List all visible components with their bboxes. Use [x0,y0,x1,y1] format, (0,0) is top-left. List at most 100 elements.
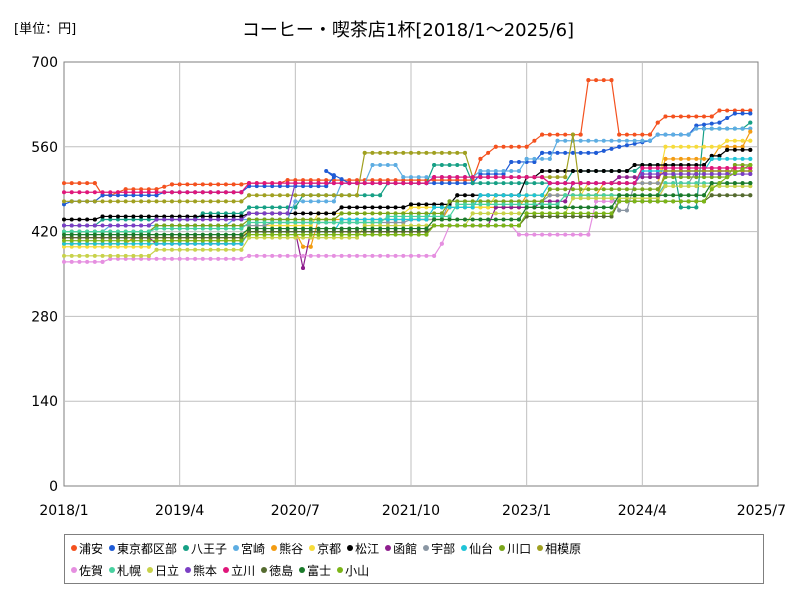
data-point [725,108,730,113]
legend-item: 川口 [499,540,531,557]
data-point [123,241,128,246]
legend-label: 宮崎 [241,541,266,556]
data-point [347,178,352,183]
data-point [547,150,552,155]
data-point [254,226,259,231]
data-point [648,166,653,170]
data-point [563,214,568,219]
data-point [293,181,298,186]
data-point [100,259,105,264]
data-point [162,247,167,252]
data-point [162,190,167,195]
data-point [154,190,159,195]
data-point [185,226,190,231]
data-point [678,169,683,174]
data-point [223,199,228,204]
legend-item: 小山 [337,562,369,579]
data-point [162,235,167,240]
data-point [293,205,298,210]
data-point [648,196,653,201]
data-point [532,193,537,198]
data-point [686,199,691,204]
data-point [123,238,128,243]
data-point [594,214,599,219]
data-point [301,193,306,198]
data-point [432,162,437,167]
data-point [555,214,560,219]
data-point [308,184,313,189]
data-point [748,181,753,186]
data-point [702,156,707,161]
data-point [393,211,398,216]
legend-marker [109,567,116,573]
data-point [62,190,66,195]
legend-item: 札幌 [109,562,141,579]
data-point [378,223,383,228]
data-point [108,238,113,243]
data-point [632,196,637,201]
data-point [301,244,306,249]
data-point [725,169,730,174]
data-point [208,211,213,216]
data-point [316,229,321,234]
data-point [694,184,699,189]
data-point [254,253,259,258]
data-point [177,190,182,195]
data-point [308,217,313,222]
data-point [277,253,282,258]
data-point [115,193,120,198]
data-point [732,171,737,176]
data-point [331,173,336,178]
data-point [162,217,167,222]
legend-label: 佐賀 [79,563,104,578]
data-point [355,178,360,183]
data-point [486,202,491,207]
data-point [632,138,637,143]
data-point [424,217,429,222]
data-point [293,193,298,198]
data-point [139,238,144,243]
data-point [231,211,236,216]
data-point [85,253,90,258]
data-point [594,199,599,204]
data-point [177,247,182,252]
data-point [586,232,591,237]
data-point [69,223,74,228]
data-point [177,238,182,243]
data-point [655,132,660,137]
data-point [69,217,74,222]
data-point [169,190,174,195]
data-point [339,232,344,237]
data-point [702,162,707,167]
data-point [85,238,90,243]
data-point [486,193,491,198]
data-point [462,223,467,228]
data-point [555,132,560,137]
data-point [478,199,483,204]
data-point [355,220,360,225]
data-point [586,211,591,216]
data-point [285,223,290,228]
data-point [301,211,306,216]
data-point [123,232,128,237]
data-point [632,141,637,146]
data-point [748,111,753,116]
data-point [77,190,82,195]
legend-label: 宇部 [431,541,456,556]
data-point [100,232,105,237]
data-point [478,211,483,216]
data-point [493,223,498,228]
data-point [123,229,128,234]
data-point [540,211,545,216]
data-point [355,193,360,198]
data-point [223,226,228,231]
data-point [154,235,159,240]
data-point [331,211,336,216]
data-point [740,172,745,177]
data-point [285,178,290,183]
data-point [77,244,82,249]
data-point [570,205,575,210]
data-point [385,232,390,237]
data-point [223,211,228,216]
data-point [239,241,244,246]
